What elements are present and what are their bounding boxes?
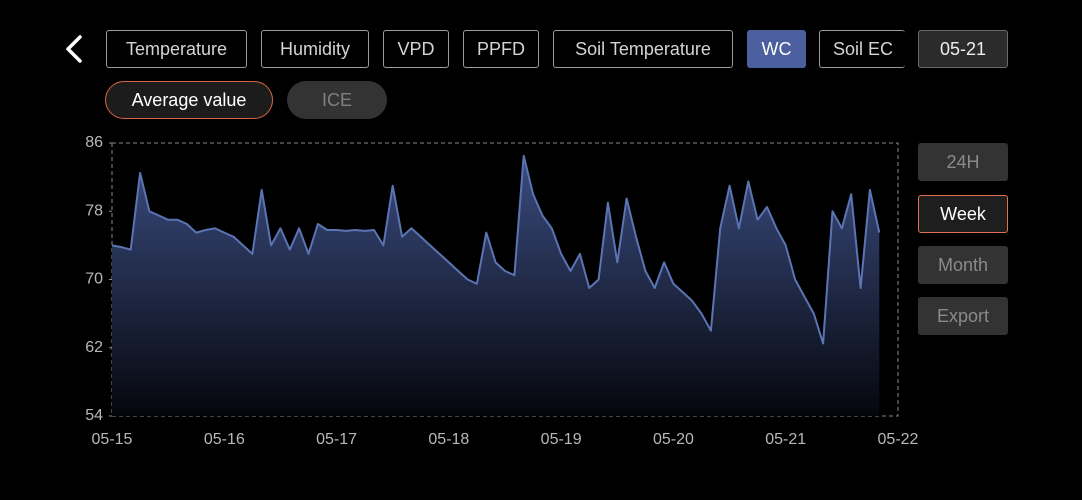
tab-active[interactable]: WC xyxy=(747,30,806,68)
mode-active[interactable]: Average value xyxy=(105,81,273,119)
export-button[interactable]: Export xyxy=(918,297,1008,335)
x-tick-label: 05-15 xyxy=(92,431,133,448)
x-tick-label: 05-20 xyxy=(653,431,694,448)
tab[interactable]: Humidity xyxy=(261,30,369,68)
tab[interactable]: VPD xyxy=(383,30,449,68)
tab[interactable]: Soil Temperature xyxy=(553,30,733,68)
x-tick-label: 05-21 xyxy=(765,431,806,448)
y-tick-label: 78 xyxy=(85,202,103,219)
x-tick-label: 05-22 xyxy=(878,431,919,448)
tab[interactable]: Soil EC xyxy=(819,30,905,68)
y-tick-label: 62 xyxy=(85,339,103,356)
x-tick-label: 05-17 xyxy=(316,431,357,448)
tab[interactable]: Temperature xyxy=(106,30,247,68)
x-tick-label: 05-16 xyxy=(204,431,245,448)
mode[interactable]: ICE xyxy=(287,81,387,119)
x-tick-label: 05-18 xyxy=(428,431,469,448)
y-tick-label: 54 xyxy=(85,407,103,424)
x-tick-label: 05-19 xyxy=(541,431,582,448)
back-button[interactable] xyxy=(66,35,82,63)
range-button-active[interactable]: Week xyxy=(918,195,1008,233)
series-line xyxy=(111,154,881,345)
tab[interactable]: PPFD xyxy=(463,30,539,68)
date-picker[interactable]: 05-21 xyxy=(918,30,1008,68)
area-fill xyxy=(112,155,880,417)
range-button[interactable]: Month xyxy=(918,246,1008,284)
y-tick-label: 86 xyxy=(85,134,103,151)
range-button[interactable]: 24H xyxy=(918,143,1008,181)
y-tick-label: 70 xyxy=(85,271,103,288)
